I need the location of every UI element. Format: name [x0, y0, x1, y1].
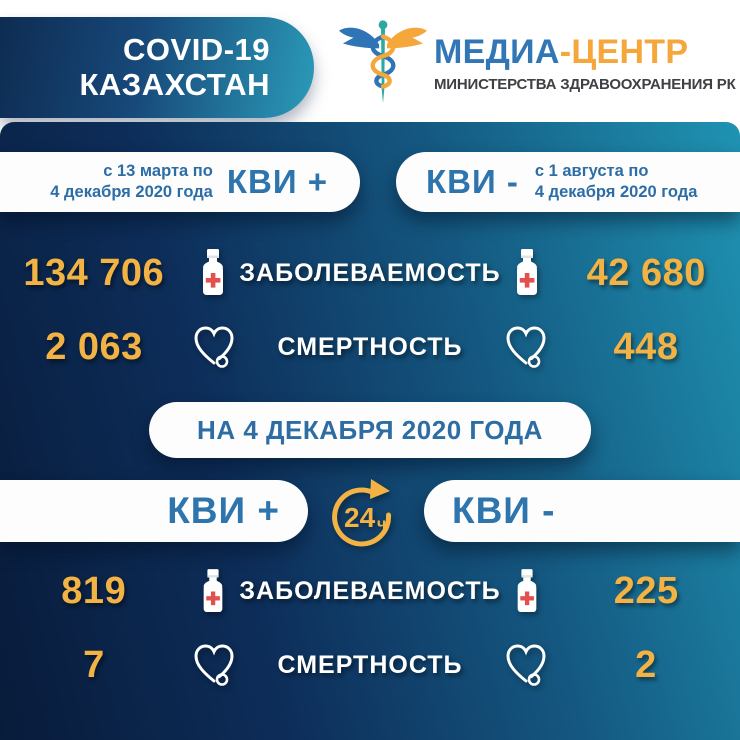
cumulative-mortality-negative-value: 448 [613, 325, 679, 368]
incidence-label: ЗАБОЛЕВАЕМОСТЬ [239, 258, 501, 287]
medicine-bottle-icon [516, 249, 537, 295]
heart-stethoscope-icon [194, 644, 234, 686]
medicine-bottle-icon [517, 568, 536, 612]
daily-incidence-positive-value: 819 [61, 569, 127, 612]
as-of-date-badge: НА 4 ДЕКАБРЯ 2020 ГОДА [149, 402, 591, 458]
24h-number: 24 [344, 502, 376, 533]
covid-title-line1: COVID-19 [123, 31, 270, 67]
cumulative-incidence-row: 134 706 ЗАБОЛЕВАЕМОСТЬ 42 680 [0, 238, 740, 308]
brand-title: МЕДИА-ЦЕНТР [434, 33, 736, 72]
mortality-label: СМЕРТНОСТЬ [277, 650, 463, 679]
cumulative-incidence-negative-value: 42 680 [586, 251, 706, 294]
daily-kvi-negative-label: КВИ - [452, 490, 556, 531]
kvi-positive-label: КВИ + [226, 163, 328, 200]
stats-panel: с 13 марта по 4 декабря 2020 года КВИ + … [0, 122, 740, 740]
cumulative-mortality-positive-value: 2 063 [45, 325, 143, 368]
cumulative-negative-badge: КВИ - с 1 августа по 4 декабря 2020 года [396, 152, 740, 212]
daily-kvi-positive-label: КВИ + [167, 490, 280, 531]
positive-period: с 13 марта по 4 декабря 2020 года [50, 161, 213, 202]
medicine-bottle-icon [204, 568, 223, 612]
daily-mortality-positive-value: 7 [83, 643, 105, 686]
24h-unit: ч [377, 516, 386, 533]
medicine-bottle-icon [203, 249, 224, 295]
brand-title-center: -ЦЕНТР [559, 33, 689, 71]
daily-incidence-negative-value: 225 [613, 569, 679, 612]
cumulative-incidence-positive-value: 134 706 [23, 251, 165, 294]
daily-mortality-row: 7 СМЕРТНОСТЬ 2 [0, 630, 740, 700]
negative-period-line1: с 1 августа по [534, 162, 649, 181]
covid-title-badge: COVID-19 КАЗАХСТАН [0, 17, 314, 118]
heart-stethoscope-icon [506, 644, 546, 686]
daily-incidence-row: 819 ЗАБОЛЕВАЕМОСТЬ 225 [0, 556, 740, 626]
media-center-logo: МЕДИА-ЦЕНТР МИНИСТЕРСТВА ЗДРАВООХРАНЕНИЯ… [336, 14, 736, 114]
brand-title-media: МЕДИА [434, 33, 560, 71]
daily-positive-badge: КВИ + [0, 480, 308, 542]
heart-stethoscope-icon [506, 326, 546, 368]
caduceus-icon [338, 20, 428, 104]
positive-period-line1: с 13 марта по [103, 162, 213, 181]
daily-mortality-negative-value: 2 [635, 643, 657, 686]
negative-period-line2: 4 декабря 2020 года [534, 183, 698, 201]
heart-stethoscope-icon [194, 326, 234, 368]
covid-title-line2: КАЗАХСТАН [79, 66, 270, 102]
brand-subtitle: МИНИСТЕРСТВА ЗДРАВООХРАНЕНИЯ РК [434, 76, 736, 93]
24h-clockwise-arrow-icon: 24 ч [332, 479, 392, 547]
mortality-label: СМЕРТНОСТЬ [277, 332, 463, 361]
negative-period: с 1 августа по 4 декабря 2020 года [535, 161, 698, 202]
kvi-negative-label: КВИ - [426, 163, 519, 200]
daily-negative-badge: КВИ - [424, 480, 740, 542]
incidence-label: ЗАБОЛЕВАЕМОСТЬ [239, 576, 501, 605]
cumulative-positive-badge: с 13 марта по 4 декабря 2020 года КВИ + [0, 152, 360, 212]
cumulative-mortality-row: 2 063 СМЕРТНОСТЬ 448 [0, 312, 740, 382]
positive-period-line2: 4 декабря 2020 года [50, 183, 213, 201]
brand-text-block: МЕДИА-ЦЕНТР МИНИСТЕРСТВА ЗДРАВООХРАНЕНИЯ… [434, 14, 736, 93]
